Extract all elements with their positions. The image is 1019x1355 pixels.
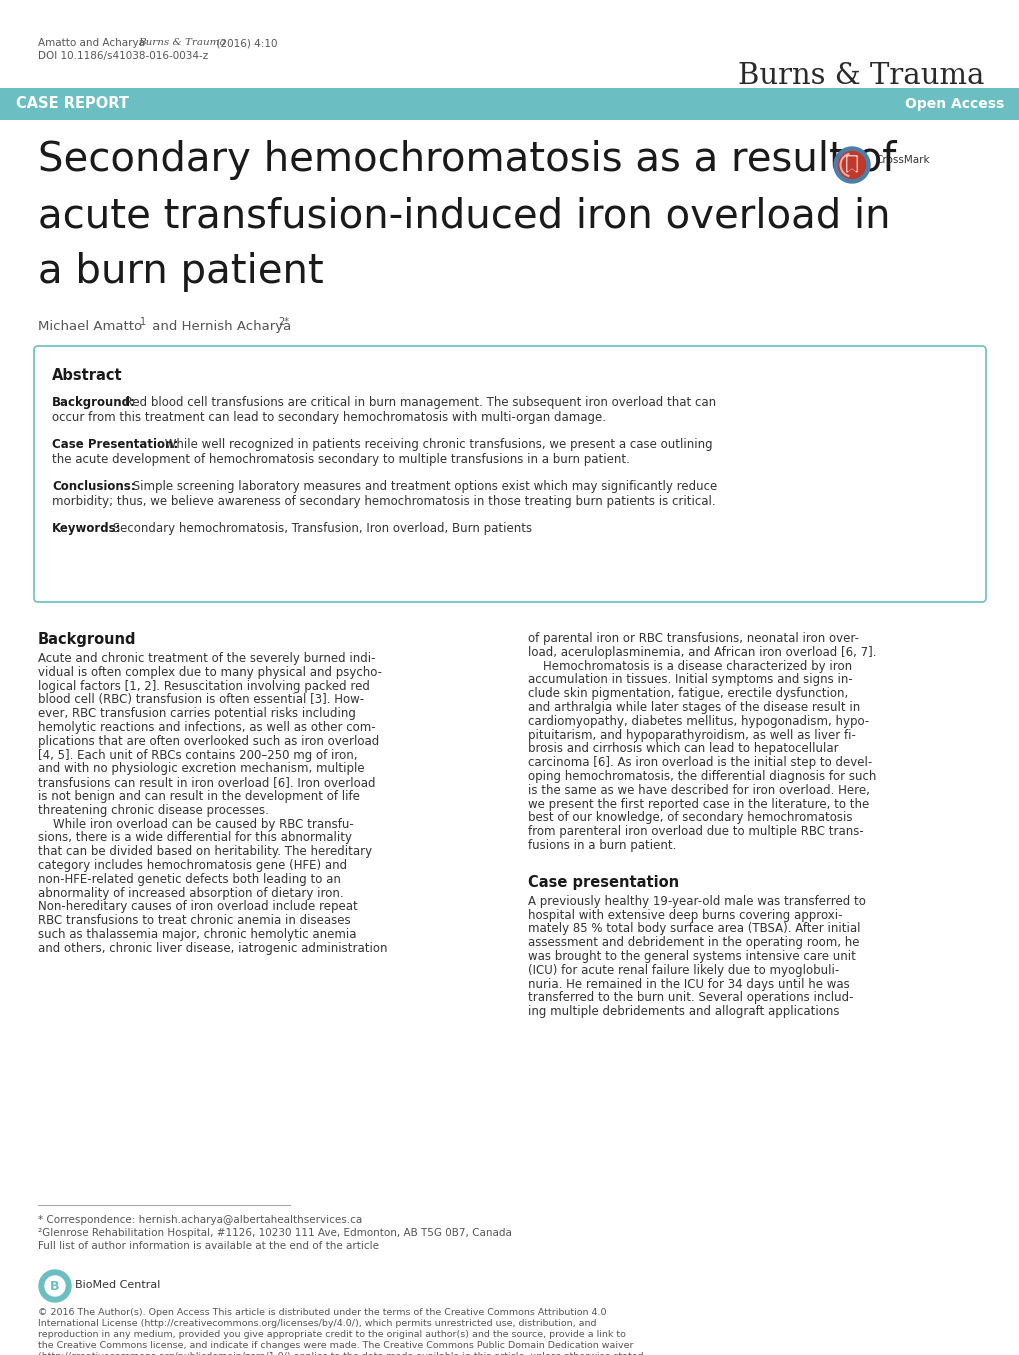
- Text: Full list of author information is available at the end of the article: Full list of author information is avail…: [38, 1241, 379, 1251]
- Text: Non-hereditary causes of iron overload include repeat: Non-hereditary causes of iron overload i…: [38, 901, 358, 913]
- Text: transfusions can result in iron overload [6]. Iron overload: transfusions can result in iron overload…: [38, 776, 375, 789]
- Text: * Correspondence: hernish.acharya@albertahealthservices.ca: * Correspondence: hernish.acharya@albert…: [38, 1215, 362, 1225]
- Text: and Hernish Acharya: and Hernish Acharya: [148, 320, 291, 333]
- Polygon shape: [847, 159, 855, 172]
- Text: best of our knowledge, of secondary hemochromatosis: best of our knowledge, of secondary hemo…: [528, 812, 852, 824]
- Text: the Creative Commons license, and indicate if changes were made. The Creative Co: the Creative Commons license, and indica…: [38, 1341, 633, 1350]
- Text: CrossMark: CrossMark: [874, 154, 928, 165]
- Text: accumulation in tissues. Initial symptoms and signs in-: accumulation in tissues. Initial symptom…: [528, 673, 852, 687]
- Text: Conclusions:: Conclusions:: [52, 480, 136, 493]
- Text: such as thalassemia major, chronic hemolytic anemia: such as thalassemia major, chronic hemol…: [38, 928, 357, 940]
- Text: non-HFE-related genetic defects both leading to an: non-HFE-related genetic defects both lea…: [38, 873, 340, 886]
- Text: hospital with extensive deep burns covering approxi-: hospital with extensive deep burns cover…: [528, 909, 842, 921]
- Text: [4, 5]. Each unit of RBCs contains 200–250 mg of iron,: [4, 5]. Each unit of RBCs contains 200–2…: [38, 748, 357, 762]
- Text: assessment and debridement in the operating room, he: assessment and debridement in the operat…: [528, 936, 859, 950]
- Text: was brought to the general systems intensive care unit: was brought to the general systems inten…: [528, 950, 855, 963]
- Text: mately 85 % total body surface area (TBSA). After initial: mately 85 % total body surface area (TBS…: [528, 923, 860, 935]
- Text: ever, RBC transfusion carries potential risks including: ever, RBC transfusion carries potential …: [38, 707, 356, 721]
- Text: cardiomyopathy, diabetes mellitus, hypogonadism, hypo-: cardiomyopathy, diabetes mellitus, hypog…: [528, 715, 868, 728]
- Text: While iron overload can be caused by RBC transfu-: While iron overload can be caused by RBC…: [38, 817, 354, 831]
- Text: from parenteral iron overload due to multiple RBC trans-: from parenteral iron overload due to mul…: [528, 825, 863, 839]
- Text: pituitarism, and hypoparathyroidism, as well as liver fi-: pituitarism, and hypoparathyroidism, as …: [528, 729, 855, 741]
- Text: Case Presentation:: Case Presentation:: [52, 438, 178, 451]
- Text: the acute development of hemochromatosis secondary to multiple transfusions in a: the acute development of hemochromatosis…: [52, 453, 630, 466]
- Text: BioMed Central: BioMed Central: [75, 1280, 160, 1290]
- Polygon shape: [834, 146, 869, 183]
- Text: brosis and cirrhosis which can lead to hepatocellular: brosis and cirrhosis which can lead to h…: [528, 743, 838, 755]
- Text: and with no physiologic excretion mechanism, multiple: and with no physiologic excretion mechan…: [38, 763, 364, 775]
- Text: (2016) 4:10: (2016) 4:10: [210, 38, 277, 47]
- Text: logical factors [1, 2]. Resuscitation involving packed red: logical factors [1, 2]. Resuscitation in…: [38, 680, 370, 692]
- Text: Open Access: Open Access: [904, 98, 1003, 111]
- Text: B: B: [50, 1279, 60, 1293]
- Text: 1: 1: [140, 317, 146, 327]
- Text: is the same as we have described for iron overload. Here,: is the same as we have described for iro…: [528, 783, 869, 797]
- Text: © 2016 The Author(s). Open Access This article is distributed under the terms of: © 2016 The Author(s). Open Access This a…: [38, 1308, 606, 1317]
- Text: ing multiple debridements and allograft applications: ing multiple debridements and allograft …: [528, 1005, 839, 1018]
- Text: of parental iron or RBC transfusions, neonatal iron over-: of parental iron or RBC transfusions, ne…: [528, 631, 858, 645]
- Polygon shape: [838, 152, 865, 179]
- Text: a burn patient: a burn patient: [38, 252, 323, 291]
- Text: Case presentation: Case presentation: [528, 875, 679, 890]
- Text: is not benign and can result in the development of life: is not benign and can result in the deve…: [38, 790, 360, 804]
- Text: sions, there is a wide differential for this abnormality: sions, there is a wide differential for …: [38, 832, 352, 844]
- Text: RBC transfusions to treat chronic anemia in diseases: RBC transfusions to treat chronic anemia…: [38, 915, 351, 927]
- Text: load, aceruloplasminemia, and African iron overload [6, 7].: load, aceruloplasminemia, and African ir…: [528, 646, 875, 659]
- Polygon shape: [846, 156, 856, 172]
- Circle shape: [45, 1276, 65, 1295]
- Text: and arthralgia while later stages of the disease result in: and arthralgia while later stages of the…: [528, 701, 859, 714]
- Text: Abstract: Abstract: [52, 369, 122, 383]
- Text: Simple screening laboratory measures and treatment options exist which may signi: Simple screening laboratory measures and…: [128, 480, 716, 493]
- Circle shape: [39, 1270, 71, 1302]
- Text: that can be divided based on heritability. The hereditary: that can be divided based on heritabilit…: [38, 846, 372, 858]
- Text: abnormality of increased absorption of dietary iron.: abnormality of increased absorption of d…: [38, 886, 343, 900]
- Text: Burns & Trauma: Burns & Trauma: [138, 38, 225, 47]
- Text: (http://creativecommons.org/publicdomain/zero/1.0/) applies to the data made ava: (http://creativecommons.org/publicdomain…: [38, 1352, 646, 1355]
- Text: hemolytic reactions and infections, as well as other com-: hemolytic reactions and infections, as w…: [38, 721, 375, 734]
- Text: category includes hemochromatosis gene (HFE) and: category includes hemochromatosis gene (…: [38, 859, 346, 873]
- Text: ²Glenrose Rehabilitation Hospital, #1126, 10230 111 Ave, Edmonton, AB T5G 0B7, C: ²Glenrose Rehabilitation Hospital, #1126…: [38, 1228, 512, 1238]
- Text: Keywords:: Keywords:: [52, 522, 121, 535]
- Text: International License (http://creativecommons.org/licenses/by/4.0/), which permi: International License (http://creativeco…: [38, 1318, 596, 1328]
- Text: Amatto and Acharya: Amatto and Acharya: [38, 38, 148, 47]
- Text: vidual is often complex due to many physical and psycho-: vidual is often complex due to many phys…: [38, 665, 382, 679]
- Text: Background: Background: [38, 631, 137, 646]
- Text: fusions in a burn patient.: fusions in a burn patient.: [528, 839, 676, 852]
- Text: morbidity; thus, we believe awareness of secondary hemochromatosis in those trea: morbidity; thus, we believe awareness of…: [52, 495, 715, 508]
- Text: Secondary hemochromatosis as a result of: Secondary hemochromatosis as a result of: [38, 140, 896, 180]
- Text: A previously healthy 19-year-old male was transferred to: A previously healthy 19-year-old male wa…: [528, 894, 865, 908]
- Text: plications that are often overlooked such as iron overload: plications that are often overlooked suc…: [38, 734, 379, 748]
- Text: CASE REPORT: CASE REPORT: [16, 96, 128, 111]
- Text: threatening chronic disease processes.: threatening chronic disease processes.: [38, 804, 269, 817]
- Text: Red blood cell transfusions are critical in burn management. The subsequent iron: Red blood cell transfusions are critical…: [121, 396, 715, 409]
- Text: (ICU) for acute renal failure likely due to myoglobuli-: (ICU) for acute renal failure likely due…: [528, 963, 839, 977]
- Text: Burns & Trauma: Burns & Trauma: [738, 62, 984, 89]
- Text: carcinoma [6]. As iron overload is the initial step to devel-: carcinoma [6]. As iron overload is the i…: [528, 756, 871, 770]
- Text: nuria. He remained in the ICU for 34 days until he was: nuria. He remained in the ICU for 34 day…: [528, 977, 849, 991]
- Text: Background:: Background:: [52, 396, 136, 409]
- Text: occur from this treatment can lead to secondary hemochromatosis with multi-organ: occur from this treatment can lead to se…: [52, 411, 605, 424]
- Text: Secondary hemochromatosis, Transfusion, Iron overload, Burn patients: Secondary hemochromatosis, Transfusion, …: [109, 522, 532, 535]
- Text: Michael Amatto: Michael Amatto: [38, 320, 142, 333]
- Polygon shape: [847, 157, 855, 171]
- Text: DOI 10.1186/s41038-016-0034-z: DOI 10.1186/s41038-016-0034-z: [38, 51, 208, 61]
- Text: While well recognized in patients receiving chronic transfusions, we present a c: While well recognized in patients receiv…: [161, 438, 712, 451]
- Text: acute transfusion-induced iron overload in: acute transfusion-induced iron overload …: [38, 196, 890, 236]
- Text: and others, chronic liver disease, iatrogenic administration: and others, chronic liver disease, iatro…: [38, 942, 387, 955]
- FancyBboxPatch shape: [34, 346, 985, 602]
- Text: we present the first reported case in the literature, to the: we present the first reported case in th…: [528, 798, 868, 810]
- Text: clude skin pigmentation, fatigue, erectile dysfunction,: clude skin pigmentation, fatigue, erecti…: [528, 687, 848, 701]
- Text: Hemochromatosis is a disease characterized by iron: Hemochromatosis is a disease characteriz…: [528, 660, 851, 672]
- Bar: [0, 88, 1019, 121]
- Text: 2*: 2*: [278, 317, 288, 327]
- Text: transferred to the burn unit. Several operations includ-: transferred to the burn unit. Several op…: [528, 992, 853, 1004]
- Text: blood cell (RBC) transfusion is often essential [3]. How-: blood cell (RBC) transfusion is often es…: [38, 694, 364, 706]
- Text: reproduction in any medium, provided you give appropriate credit to the original: reproduction in any medium, provided you…: [38, 1331, 626, 1339]
- Text: Acute and chronic treatment of the severely burned indi-: Acute and chronic treatment of the sever…: [38, 652, 375, 665]
- Text: oping hemochromatosis, the differential diagnosis for such: oping hemochromatosis, the differential …: [528, 770, 875, 783]
